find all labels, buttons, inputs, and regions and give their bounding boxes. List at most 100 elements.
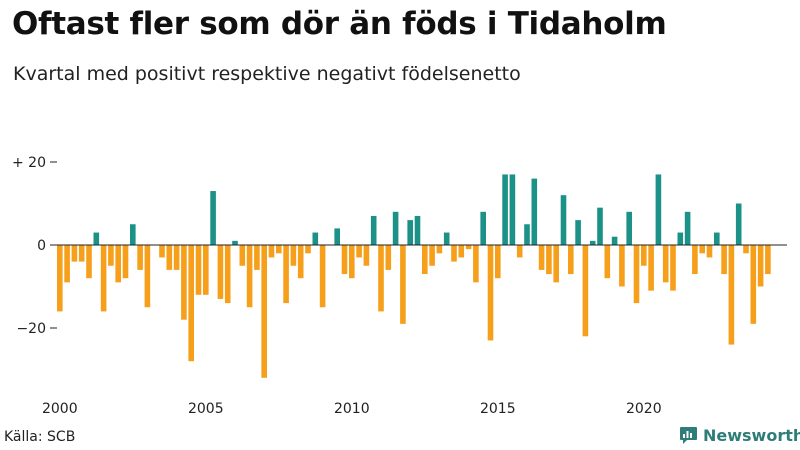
bar-78 xyxy=(626,211,632,245)
bar-33 xyxy=(297,245,304,279)
bar-46 xyxy=(392,211,399,245)
bar-26 xyxy=(246,245,253,308)
bar-95 xyxy=(750,245,757,324)
bar-35 xyxy=(312,232,319,245)
bar-86 xyxy=(684,211,691,245)
bar-32 xyxy=(290,245,297,266)
bar-85 xyxy=(677,232,684,245)
bar-6 xyxy=(100,245,107,312)
newsworthy-logo-icon xyxy=(680,427,697,444)
bar-4 xyxy=(86,245,92,279)
bar-94 xyxy=(743,245,749,254)
bar-22 xyxy=(217,245,224,299)
bar-55 xyxy=(458,245,465,258)
bar-44 xyxy=(378,245,384,312)
newsworthy-logo-text: Newsworthy xyxy=(703,426,800,445)
bar-39 xyxy=(341,245,348,275)
bar-23 xyxy=(224,245,231,304)
bar-47 xyxy=(400,245,406,324)
bar-50 xyxy=(422,245,428,275)
bar-87 xyxy=(692,245,698,275)
bar-25 xyxy=(239,245,246,266)
bar-12 xyxy=(144,245,151,308)
bar-77 xyxy=(619,245,625,287)
bar-88 xyxy=(699,245,705,254)
bar-58 xyxy=(480,211,486,245)
bar-38 xyxy=(334,228,340,245)
bar-84 xyxy=(670,245,676,291)
bar-18 xyxy=(188,245,194,362)
bar-72 xyxy=(582,245,589,337)
bar-93 xyxy=(735,203,742,245)
x-tick-label-2: 2010 xyxy=(334,401,370,417)
bar-0 xyxy=(57,245,63,312)
bar-21 xyxy=(210,191,216,245)
bar-42 xyxy=(363,245,370,266)
bar-90 xyxy=(714,232,720,245)
bar-10 xyxy=(130,224,136,245)
bar-43 xyxy=(370,215,377,245)
bar-74 xyxy=(597,207,603,245)
bar-70 xyxy=(568,245,574,275)
x-tick-label-4: 2020 xyxy=(626,401,662,417)
bar-97 xyxy=(765,245,771,275)
y-tick-label-1: 0 xyxy=(37,238,46,254)
bar-91 xyxy=(721,245,727,275)
bar-61 xyxy=(502,174,508,245)
bar-96 xyxy=(757,245,764,287)
bar-54 xyxy=(451,245,457,262)
x-tick-label-3: 2015 xyxy=(480,401,516,417)
bar-80 xyxy=(641,245,647,266)
bar-92 xyxy=(728,245,735,345)
bar-62 xyxy=(509,174,516,245)
bar-15 xyxy=(166,245,173,270)
newsworthy-logo[interactable]: Newsworthy xyxy=(679,426,800,445)
bar-34 xyxy=(305,245,311,254)
bar-45 xyxy=(385,245,392,270)
bar-7 xyxy=(108,245,114,266)
bar-40 xyxy=(349,245,355,279)
bar-3 xyxy=(78,245,85,262)
bar-66 xyxy=(538,245,545,270)
bar-82 xyxy=(655,174,662,245)
bar-31 xyxy=(283,245,289,304)
bar-20 xyxy=(203,245,209,295)
bar-28 xyxy=(261,245,267,378)
bar-27 xyxy=(254,245,260,270)
bar-56 xyxy=(465,245,472,250)
bar-2 xyxy=(71,245,78,262)
bar-68 xyxy=(553,245,559,283)
bar-14 xyxy=(159,245,165,258)
bar-48 xyxy=(407,220,413,245)
x-tick-label-0: 2000 xyxy=(42,401,78,417)
y-axis: + 20 0 −20 xyxy=(12,155,57,337)
y-tick-label-0: + 20 xyxy=(12,155,46,171)
bar-19 xyxy=(195,245,202,295)
chart-subtitle: Kvartal med positivt respektive negativt… xyxy=(13,63,521,85)
source-note: Källa: SCB xyxy=(4,429,76,445)
bar-79 xyxy=(633,245,640,304)
bar-11 xyxy=(137,245,143,270)
bars-group xyxy=(57,174,771,378)
bar-81 xyxy=(648,245,654,291)
bar-67 xyxy=(546,245,552,275)
bar-59 xyxy=(487,245,494,341)
bar-8 xyxy=(115,245,121,283)
bar-49 xyxy=(414,215,421,245)
bar-24 xyxy=(232,240,238,245)
bar-chart: + 20 0 −20 2000 2005 2010 2015 2020 xyxy=(12,155,787,417)
bar-53 xyxy=(443,232,450,245)
bar-71 xyxy=(575,220,581,245)
bar-29 xyxy=(268,245,275,258)
bar-36 xyxy=(319,245,326,308)
bar-41 xyxy=(356,245,362,258)
bar-60 xyxy=(495,245,501,279)
bar-69 xyxy=(560,195,567,245)
bar-65 xyxy=(531,178,538,245)
x-axis: 2000 2005 2010 2015 2020 xyxy=(42,401,662,417)
bar-5 xyxy=(93,232,100,245)
bar-75 xyxy=(604,245,611,279)
bar-16 xyxy=(173,245,180,270)
bar-1 xyxy=(64,245,70,283)
bar-83 xyxy=(662,245,669,283)
